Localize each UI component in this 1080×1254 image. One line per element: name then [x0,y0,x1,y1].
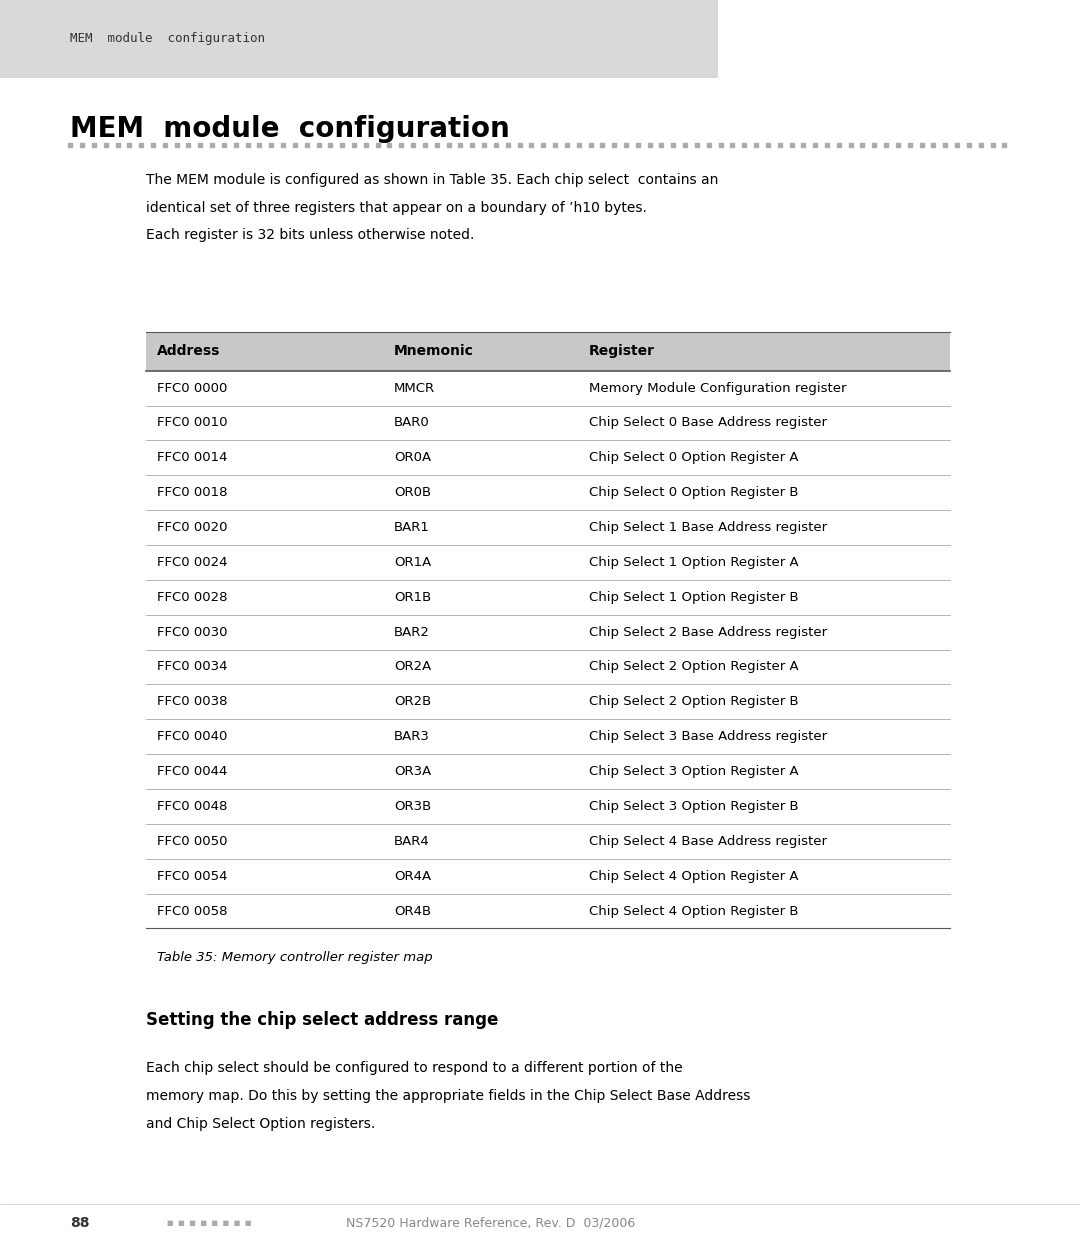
Text: OR1B: OR1B [394,591,431,603]
FancyBboxPatch shape [146,650,950,685]
Text: Chip Select 3 Option Register A: Chip Select 3 Option Register A [589,765,798,777]
Text: Setting the chip select address range: Setting the chip select address range [146,1011,498,1030]
Text: Address: Address [157,345,220,359]
Text: FFC0 0040: FFC0 0040 [157,730,227,744]
Text: OR3B: OR3B [394,800,431,813]
Text: OR2B: OR2B [394,695,431,709]
FancyBboxPatch shape [146,614,950,650]
Text: BAR2: BAR2 [394,626,430,638]
Text: FFC0 0054: FFC0 0054 [157,869,227,883]
FancyBboxPatch shape [146,789,950,824]
Text: OR0A: OR0A [394,451,431,464]
Text: OR2A: OR2A [394,661,431,673]
Text: Chip Select 1 Option Register B: Chip Select 1 Option Register B [589,591,798,603]
Text: Chip Select 4 Option Register B: Chip Select 4 Option Register B [589,904,798,918]
Text: Chip Select 2 Option Register B: Chip Select 2 Option Register B [589,695,798,709]
Text: FFC0 0058: FFC0 0058 [157,904,227,918]
FancyBboxPatch shape [146,894,950,928]
Text: MEM  module  configuration: MEM module configuration [70,115,510,143]
Text: FFC0 0028: FFC0 0028 [157,591,227,603]
FancyBboxPatch shape [146,579,950,614]
Text: OR0B: OR0B [394,487,431,499]
FancyBboxPatch shape [146,720,950,754]
FancyBboxPatch shape [146,859,950,894]
Text: Chip Select 4 Base Address register: Chip Select 4 Base Address register [589,835,826,848]
Text: Chip Select 2 Base Address register: Chip Select 2 Base Address register [589,626,826,638]
Text: FFC0 0014: FFC0 0014 [157,451,227,464]
Text: MMCR: MMCR [394,381,435,395]
Text: identical set of three registers that appear on a boundary of ’h10 bytes.: identical set of three registers that ap… [146,201,647,214]
Text: BAR1: BAR1 [394,520,430,534]
Text: FFC0 0034: FFC0 0034 [157,661,227,673]
FancyBboxPatch shape [146,685,950,720]
Text: Memory Module Configuration register: Memory Module Configuration register [589,381,846,395]
FancyBboxPatch shape [146,405,950,440]
FancyBboxPatch shape [146,545,950,579]
Text: BAR0: BAR0 [394,416,430,429]
Text: Chip Select 3 Option Register B: Chip Select 3 Option Register B [589,800,798,813]
Text: The MEM module is configured as shown in Table 35. Each chip select  contains an: The MEM module is configured as shown in… [146,173,718,187]
Text: Chip Select 2 Option Register A: Chip Select 2 Option Register A [589,661,798,673]
Text: Chip Select 1 Option Register A: Chip Select 1 Option Register A [589,556,798,569]
Text: FFC0 0050: FFC0 0050 [157,835,227,848]
Text: ■  ■  ■  ■  ■  ■  ■  ■: ■ ■ ■ ■ ■ ■ ■ ■ [167,1220,252,1225]
Text: FFC0 0038: FFC0 0038 [157,695,227,709]
Text: OR1A: OR1A [394,556,431,569]
Text: Register: Register [589,345,654,359]
Text: FFC0 0044: FFC0 0044 [157,765,227,777]
Text: OR4B: OR4B [394,904,431,918]
Text: FFC0 0000: FFC0 0000 [157,381,227,395]
Text: MEM  module  configuration: MEM module configuration [70,33,266,45]
Text: 88: 88 [70,1215,90,1230]
Text: Chip Select 3 Base Address register: Chip Select 3 Base Address register [589,730,826,744]
Text: Chip Select 0 Option Register A: Chip Select 0 Option Register A [589,451,798,464]
Text: NS7520 Hardware Reference, Rev. D  03/2006: NS7520 Hardware Reference, Rev. D 03/200… [346,1216,635,1229]
Text: OR3A: OR3A [394,765,431,777]
FancyBboxPatch shape [146,824,950,859]
Text: and Chip Select Option registers.: and Chip Select Option registers. [146,1116,375,1131]
Text: Chip Select 0 Base Address register: Chip Select 0 Base Address register [589,416,826,429]
FancyBboxPatch shape [0,0,718,78]
Text: Chip Select 4 Option Register A: Chip Select 4 Option Register A [589,869,798,883]
Text: FFC0 0020: FFC0 0020 [157,520,227,534]
Text: Mnemonic: Mnemonic [394,345,474,359]
Text: BAR4: BAR4 [394,835,430,848]
Text: FFC0 0048: FFC0 0048 [157,800,227,813]
FancyBboxPatch shape [146,440,950,475]
Text: memory map. Do this by setting the appropriate fields in the Chip Select Base Ad: memory map. Do this by setting the appro… [146,1088,751,1104]
Text: Each chip select should be configured to respond to a different portion of the: Each chip select should be configured to… [146,1061,683,1076]
Text: OR4A: OR4A [394,869,431,883]
FancyBboxPatch shape [146,371,950,405]
Text: FFC0 0010: FFC0 0010 [157,416,227,429]
Text: Chip Select 1 Base Address register: Chip Select 1 Base Address register [589,520,826,534]
Text: FFC0 0018: FFC0 0018 [157,487,227,499]
Text: Each register is 32 bits unless otherwise noted.: Each register is 32 bits unless otherwis… [146,228,474,242]
Text: FFC0 0030: FFC0 0030 [157,626,227,638]
Text: Chip Select 0 Option Register B: Chip Select 0 Option Register B [589,487,798,499]
FancyBboxPatch shape [146,475,950,510]
FancyBboxPatch shape [146,332,950,371]
Text: FFC0 0024: FFC0 0024 [157,556,227,569]
FancyBboxPatch shape [146,754,950,789]
Text: BAR3: BAR3 [394,730,430,744]
Text: Table 35: Memory controller register map: Table 35: Memory controller register map [157,951,432,964]
FancyBboxPatch shape [146,510,950,545]
